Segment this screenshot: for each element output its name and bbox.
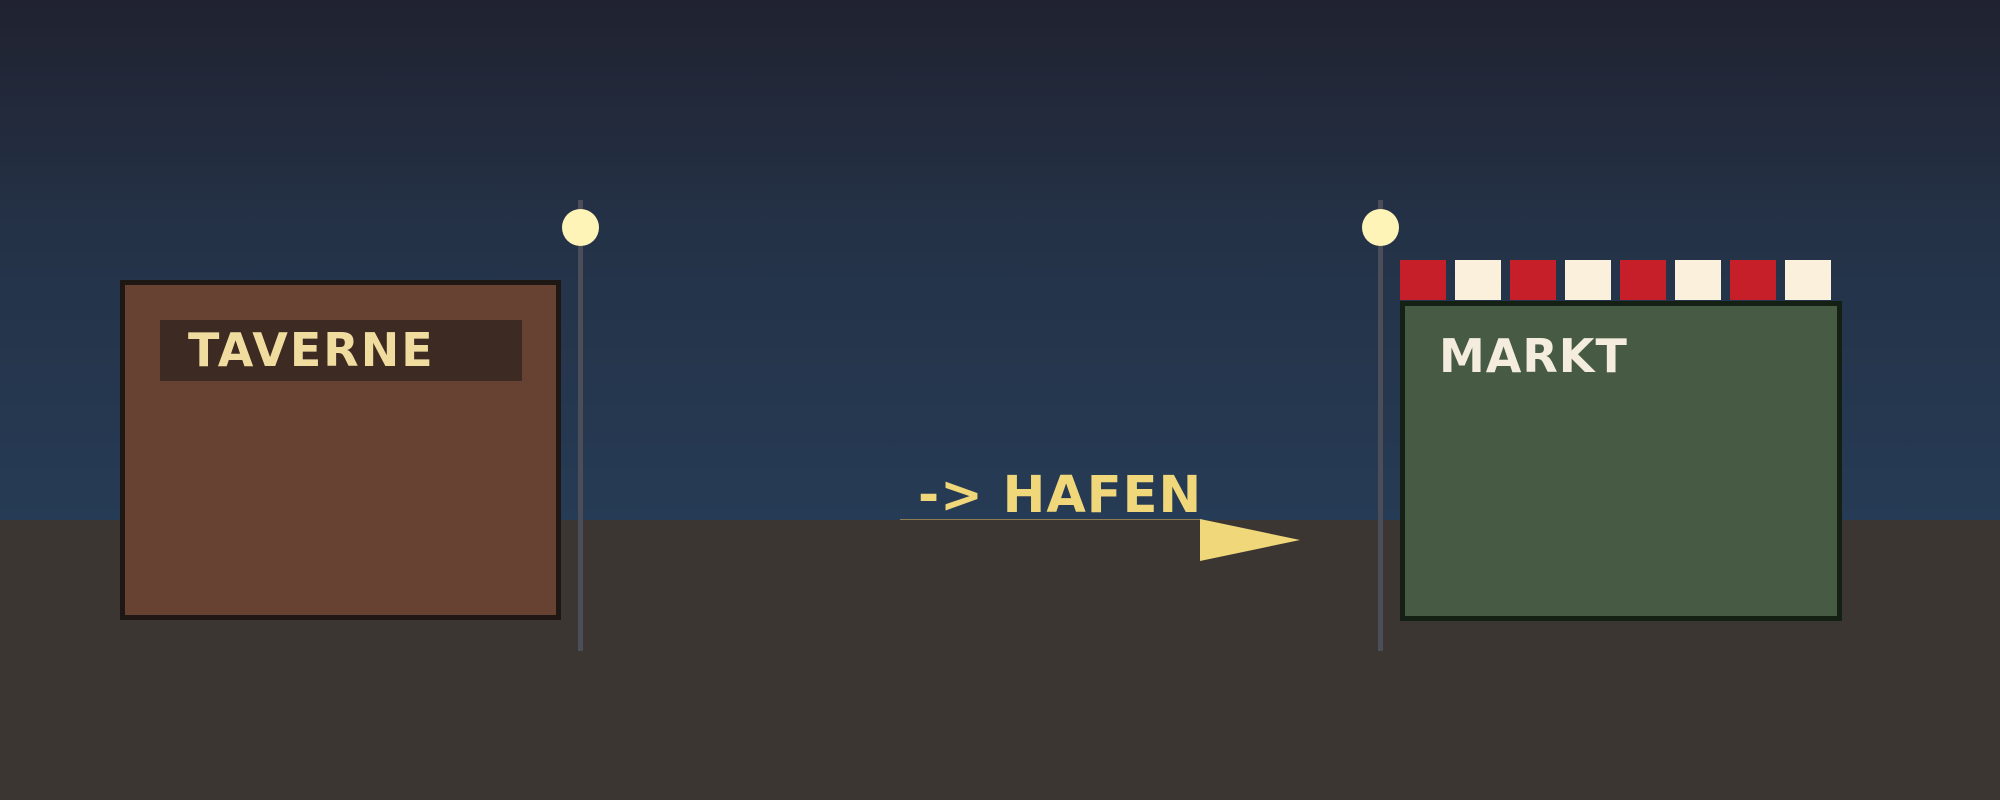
- harbor-arrow-shaft: [900, 519, 1200, 520]
- market-awning-stripe: [1455, 260, 1501, 300]
- market-awning-stripe: [1620, 260, 1666, 300]
- market-awning-stripe: [1785, 260, 1831, 300]
- market-awning-stripe: [1510, 260, 1556, 300]
- street-lamp-light-left: [562, 209, 599, 246]
- market-building[interactable]: MARKT: [1400, 301, 1842, 621]
- street-lamp-pole-right: [1378, 200, 1383, 651]
- tavern-building[interactable]: TAVERNE: [120, 280, 561, 620]
- street-lamp-light-right: [1362, 209, 1399, 246]
- market-awning-stripe: [1675, 260, 1721, 300]
- market-awning-stripe: [1730, 260, 1776, 300]
- harbor-arrow-icon[interactable]: [1200, 519, 1300, 561]
- market-awning-stripe: [1565, 260, 1611, 300]
- market-awning-stripe: [1400, 260, 1446, 300]
- street-lamp-pole-left: [578, 200, 583, 651]
- harbor-direction-sign[interactable]: -> HAFEN: [918, 466, 1203, 525]
- tavern-sign: TAVERNE: [160, 320, 522, 381]
- market-sign: MARKT: [1439, 329, 1628, 383]
